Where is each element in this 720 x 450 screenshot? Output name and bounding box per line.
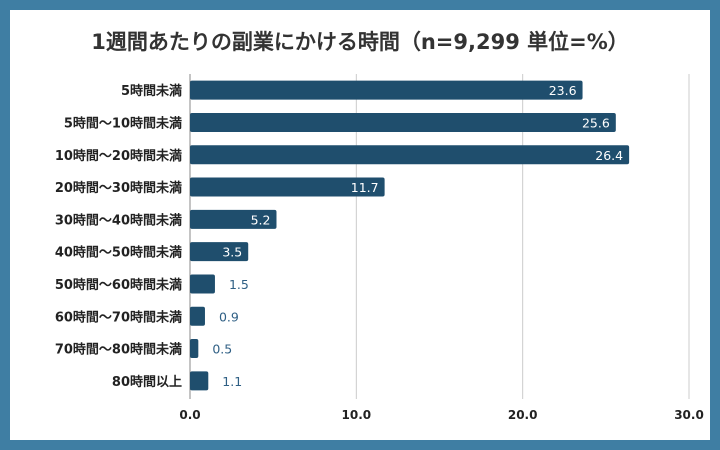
value-labels: 23.6 25.6 26.4 11.7 5.2 3.5 1.5 0.9 0.5 1.1	[212, 83, 623, 389]
chart-title: 1週間あたりの副業にかける時間（n=9,299 単位=%）	[91, 30, 629, 54]
chart-card: 1週間あたりの副業にかける時間（n=9,299 単位=%） 5時間未満 5時間〜1…	[10, 10, 710, 440]
x-tick-label: 0.0	[179, 408, 200, 422]
x-axis-ticks: 0.0 10.0 20.0 30.0	[179, 408, 703, 422]
category-label: 60時間〜70時間未満	[55, 309, 182, 325]
data-label: 0.9	[219, 309, 239, 324]
x-tick-label: 10.0	[342, 408, 372, 422]
bar	[190, 112, 616, 132]
data-label: 5.2	[251, 212, 271, 227]
x-tick-label: 30.0	[674, 408, 704, 422]
category-label: 10時間〜20時間未満	[55, 148, 182, 164]
data-label: 25.6	[582, 115, 610, 130]
bar	[190, 274, 215, 294]
bar	[190, 145, 630, 165]
category-label: 40時間〜50時間未満	[55, 245, 182, 261]
bar	[190, 306, 205, 326]
data-label: 11.7	[351, 180, 379, 195]
bar	[190, 209, 277, 229]
category-label: 5時間未満	[121, 83, 182, 99]
bar	[190, 339, 199, 359]
bar	[190, 80, 583, 100]
x-tick-label: 20.0	[508, 408, 538, 422]
data-label: 26.4	[595, 148, 623, 163]
data-label: 1.5	[229, 277, 249, 292]
category-label: 20時間〜30時間未満	[55, 180, 182, 196]
bars	[190, 80, 630, 391]
bar	[190, 371, 209, 391]
category-label: 70時間〜80時間未満	[55, 342, 182, 358]
data-label: 1.1	[222, 374, 242, 389]
bar-chart: 5時間未満 5時間〜10時間未満 10時間〜20時間未満 20時間〜30時間未満 30時…	[55, 74, 704, 422]
data-label: 3.5	[222, 245, 242, 260]
bar	[190, 177, 385, 197]
category-label: 5時間〜10時間未満	[64, 115, 182, 131]
bar	[190, 242, 249, 262]
data-label: 23.6	[549, 83, 577, 98]
category-label: 50時間〜60時間未満	[55, 277, 182, 293]
data-label: 0.5	[212, 342, 232, 357]
category-label: 80時間以上	[112, 374, 182, 390]
category-labels: 5時間未満 5時間〜10時間未満 10時間〜20時間未満 20時間〜30時間未満 30時…	[55, 83, 182, 390]
category-label: 30時間〜40時間未満	[55, 212, 182, 228]
